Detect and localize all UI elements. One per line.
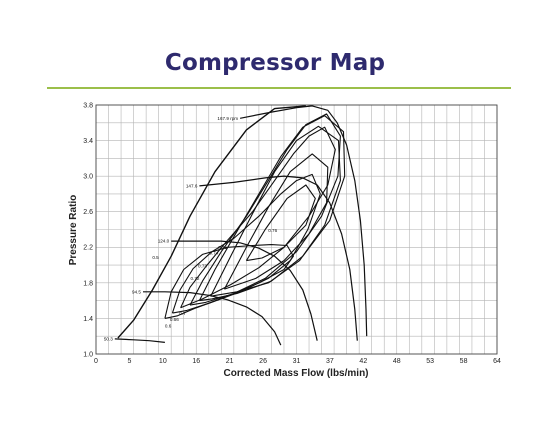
x-tick-label: 37: [326, 358, 334, 365]
speed-line: [114, 338, 165, 343]
efficiency-island: [189, 113, 341, 306]
y-tick-label: 3.4: [83, 138, 93, 145]
x-tick-label: 48: [393, 358, 401, 365]
slide-title: Compressor Map: [164, 50, 386, 76]
x-tick-label: 21: [226, 358, 234, 365]
plot-frame: [95, 104, 498, 355]
tick-labels: 0 5 10 16 21 26 31 37 42 48 53 58 64 1.0 1.4 1.8 2.2 2.6 3…: [83, 102, 501, 365]
x-tick-label: 16: [192, 358, 200, 365]
efficiency-island: [210, 125, 341, 297]
y-tick-label: 1.0: [83, 351, 93, 358]
x-tick-label: 10: [159, 358, 167, 365]
x-tick-label: 42: [359, 358, 367, 365]
efficiency-label: 0.66: [170, 317, 179, 322]
x-tick-label: 53: [426, 358, 434, 365]
efficiency-islands: [164, 113, 346, 319]
speed-line-label: 167.9 rpm: [217, 116, 238, 121]
speed-line: [239, 105, 368, 337]
x-tick-label: 26: [259, 358, 267, 365]
y-tick-label: 1.4: [83, 316, 93, 323]
speed-line: [171, 240, 318, 341]
speed-line-label: 50.3: [104, 336, 113, 341]
efficiency-label: 0.74: [209, 250, 218, 255]
efficiency-label: 0.6: [165, 323, 172, 328]
grid: [96, 105, 497, 354]
efficiency-label: 0.5: [152, 255, 159, 260]
x-tick-label: 5: [127, 358, 131, 365]
x-tick-label: 0: [94, 358, 98, 365]
x-axis-title: Corrected Mass Flow (lbs/min): [223, 368, 368, 379]
speed-line-label: 147.6: [186, 183, 198, 188]
efficiency-island: [180, 126, 336, 309]
speed-line: [199, 175, 358, 341]
y-tick-label: 2.6: [83, 209, 93, 216]
efficiency-island: [245, 184, 316, 262]
speed-line-label: 94.5: [132, 289, 141, 294]
speed-lines: [114, 105, 368, 346]
title-divider: [47, 87, 511, 89]
surge-line-group: [117, 105, 306, 339]
y-axis-title: Pressure Ratio: [68, 195, 79, 266]
speed-line-label: 124.0: [158, 239, 170, 244]
efficiency-label: 0.76: [268, 228, 277, 233]
x-tick-label: 31: [293, 358, 301, 365]
efficiency-island: [223, 153, 329, 290]
y-tick-label: 3.0: [83, 174, 93, 181]
surge-line: [117, 105, 306, 339]
efficiency-label: 0.73: [198, 264, 207, 269]
speed-line: [143, 291, 282, 346]
efficiency-island: [198, 115, 346, 302]
y-tick-label: 2.2: [83, 245, 93, 252]
y-tick-label: 3.8: [83, 102, 93, 109]
efficiency-label: 0.7: [179, 311, 186, 316]
y-tick-label: 1.8: [83, 280, 93, 287]
efficiency-label: 0.72: [191, 276, 200, 281]
x-tick-label: 64: [493, 358, 501, 365]
efficiency-label: 0.75: [218, 245, 227, 250]
x-tick-label: 58: [460, 358, 468, 365]
plot-border: [95, 104, 498, 355]
